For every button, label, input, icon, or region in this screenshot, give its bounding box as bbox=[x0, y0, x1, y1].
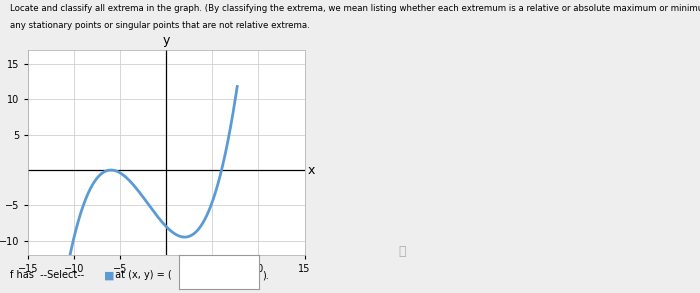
Text: x: x bbox=[308, 163, 315, 177]
Text: y: y bbox=[162, 34, 170, 47]
Text: ).: ). bbox=[262, 270, 269, 280]
Text: Locate and classify all extrema in the graph. (By classifying the extrema, we me: Locate and classify all extrema in the g… bbox=[10, 4, 700, 13]
Text: any stationary points or singular points that are not relative extrema.: any stationary points or singular points… bbox=[10, 21, 310, 30]
Text: f has  --Select--: f has --Select-- bbox=[10, 270, 85, 280]
Text: at (x, y) = (: at (x, y) = ( bbox=[112, 270, 172, 280]
Text: ⓘ: ⓘ bbox=[399, 246, 406, 258]
Text: ■: ■ bbox=[104, 270, 114, 280]
